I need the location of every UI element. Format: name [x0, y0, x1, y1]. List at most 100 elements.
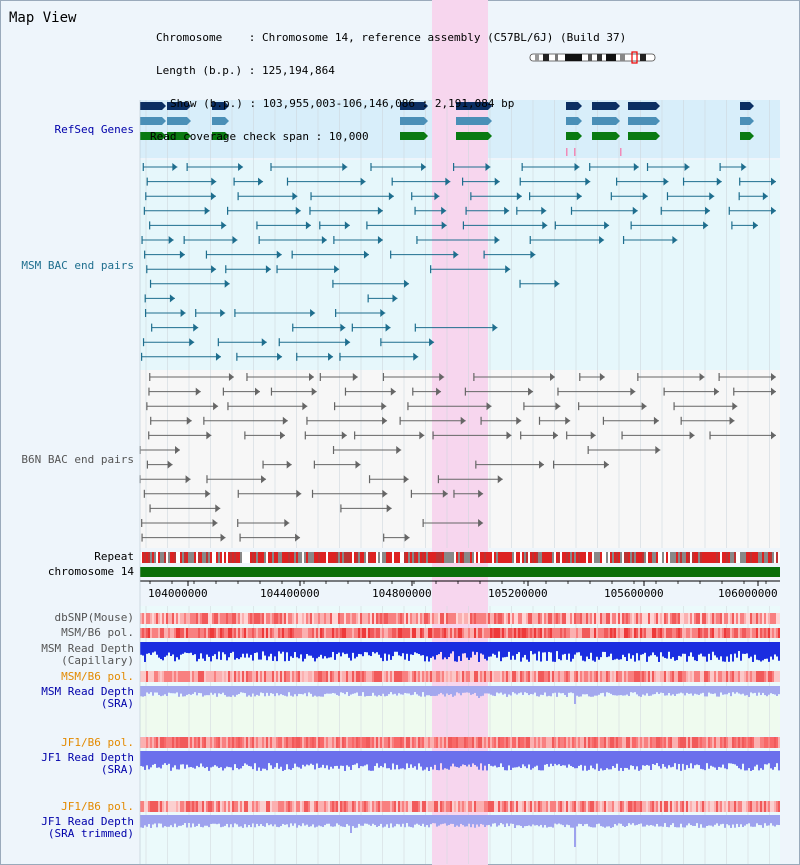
msm-depth-sra-bar: [644, 686, 646, 696]
refseq-gene: [592, 132, 616, 140]
msm-b6-pol2-heat: [354, 671, 356, 682]
dbsnp-heat: [148, 613, 150, 624]
repeat-segment: [244, 552, 246, 563]
jf1-depth-sra-bar: [562, 751, 564, 766]
track-label-jf1-depth-trimmed[interactable]: JF1 Read Depth (SRA trimmed): [41, 815, 134, 840]
msm-depth-sra-bar: [422, 686, 424, 693]
jf1-b6-pol2-heat: [178, 801, 180, 812]
msm-bac-pair-end: [441, 206, 447, 215]
msm-depth-capillary-bar: [314, 642, 316, 662]
track-label-msm-depth-capillary[interactable]: MSM Read Depth (Capillary): [41, 642, 134, 667]
jf1-depth-sra-bar: [374, 751, 376, 766]
track-label-refseq[interactable]: RefSeq Genes: [54, 123, 134, 136]
jf1-depth-trimmed-bar: [486, 815, 488, 826]
msm-b6-pol-heat: [712, 628, 714, 638]
track-label-msm-b6-pol-2[interactable]: MSM/B6 pol.: [61, 670, 134, 683]
jf1-depth-sra-bar: [288, 751, 290, 770]
jf1-depth-sra-bar: [448, 751, 450, 770]
jf1-b6-pol2-heat: [540, 801, 542, 812]
jf1-depth-trimmed-bar: [432, 815, 434, 824]
repeat-segment: [642, 552, 644, 563]
msm-depth-sra-bar: [486, 686, 488, 694]
msm-depth-sra-bar: [176, 686, 178, 693]
jf1-depth-trimmed-bar: [454, 815, 456, 827]
msm-b6-pol-heat: [372, 628, 374, 638]
jf1-depth-trimmed-bar: [646, 815, 648, 825]
repeat-segment: [572, 552, 574, 563]
msm-b6-pol-heat: [756, 628, 758, 638]
msm-bac-pair-end: [295, 206, 301, 215]
track-label-msm-depth-sra[interactable]: MSM Read Depth (SRA): [41, 685, 134, 710]
jf1-depth-trimmed-bar: [178, 815, 180, 826]
jf1-b6-pol2-heat: [740, 801, 742, 812]
msm-depth-capillary-bar: [574, 642, 576, 655]
msm-b6-pol2-heat: [734, 671, 736, 682]
jf1-depth-sra-bar: [452, 751, 454, 764]
msm-bac-pair-end: [377, 206, 383, 215]
msm-b6-pol-heat: [778, 628, 780, 638]
jf1-b6-pol-heat: [756, 737, 758, 748]
msm-depth-sra-bar: [382, 686, 384, 694]
jf1-depth-sra-bar: [148, 751, 150, 770]
repeat-segment: [528, 552, 530, 563]
msm-depth-sra-bar: [560, 686, 562, 694]
repeat-segment: [224, 552, 226, 563]
repeat-segment: [182, 552, 184, 563]
dbsnp-heat: [756, 613, 758, 624]
msm-depth-capillary-bar: [774, 642, 776, 655]
msm-depth-capillary-bar: [242, 642, 244, 654]
b6n-bac-pair-end: [284, 519, 290, 527]
track-label-msm-bac[interactable]: MSM BAC end pairs: [21, 259, 134, 272]
jf1-b6-pol2-heat: [282, 801, 284, 812]
repeat-segment: [646, 552, 648, 563]
msm-b6-pol2-heat: [414, 671, 416, 682]
dbsnp-heat: [322, 613, 324, 624]
jf1-b6-pol2-heat: [358, 801, 360, 812]
jf1-depth-sra-bar: [424, 751, 426, 770]
jf1-depth-trimmed-bar: [384, 815, 386, 827]
jf1-depth-trimmed-bar: [408, 815, 410, 827]
msm-b6-pol2-heat: [140, 671, 142, 682]
msm-b6-pol2-heat: [700, 671, 702, 682]
msm-b6-pol2-heat: [638, 671, 640, 682]
msm-depth-sra-bar: [726, 686, 728, 695]
msm-depth-sra-bar: [246, 686, 248, 697]
track-label-jf1-depth-sra[interactable]: JF1 Read Depth (SRA): [41, 751, 134, 776]
jf1-b6-pol-heat: [168, 737, 170, 748]
track-label-jf1-b6-pol-2[interactable]: JF1/B6 pol.: [61, 800, 134, 813]
msm-depth-capillary-bar: [160, 642, 162, 660]
msm-depth-capillary-bar: [734, 642, 736, 654]
msm-b6-pol-heat: [416, 628, 418, 638]
msm-depth-sra-bar: [680, 686, 682, 693]
jf1-b6-pol2-heat: [446, 801, 448, 812]
msm-b6-pol-heat: [622, 628, 624, 638]
repeat-segment: [234, 552, 236, 563]
jf1-b6-pol-heat: [198, 737, 200, 748]
msm-depth-capillary-bar: [334, 642, 336, 660]
jf1-depth-trimmed-bar: [192, 815, 194, 824]
track-label-b6n-bac[interactable]: B6N BAC end pairs: [21, 453, 134, 466]
msm-b6-pol-heat: [290, 628, 292, 638]
msm-b6-pol-heat: [310, 628, 312, 638]
jf1-depth-trimmed-bar: [516, 815, 518, 826]
repeat-segment: [534, 552, 536, 563]
jf1-b6-pol2-heat: [488, 801, 490, 812]
msm-b6-pol-heat: [304, 628, 306, 638]
jf1-b6-pol2-heat: [518, 801, 520, 812]
track-label-msm-b6-pol[interactable]: MSM/B6 pol.: [61, 626, 134, 639]
msm-depth-sra-bar: [558, 686, 560, 693]
track-label-jf1-b6-pol[interactable]: JF1/B6 pol.: [61, 736, 134, 749]
track-label-dbsnp[interactable]: dbSNP(Mouse): [54, 611, 134, 624]
jf1-depth-trimmed-bar: [778, 815, 780, 826]
refseq-gene: [400, 102, 424, 110]
jf1-depth-sra-bar: [664, 751, 666, 767]
msm-depth-capillary-bar: [300, 642, 302, 655]
msm-depth-capillary-bar: [468, 642, 470, 660]
repeat-segment: [218, 552, 220, 563]
dbsnp-heat: [744, 613, 746, 624]
msm-depth-capillary-bar: [454, 642, 456, 662]
jf1-b6-pol2-heat: [570, 801, 572, 812]
msm-b6-pol-heat: [518, 628, 520, 638]
dbsnp-heat: [580, 613, 582, 624]
